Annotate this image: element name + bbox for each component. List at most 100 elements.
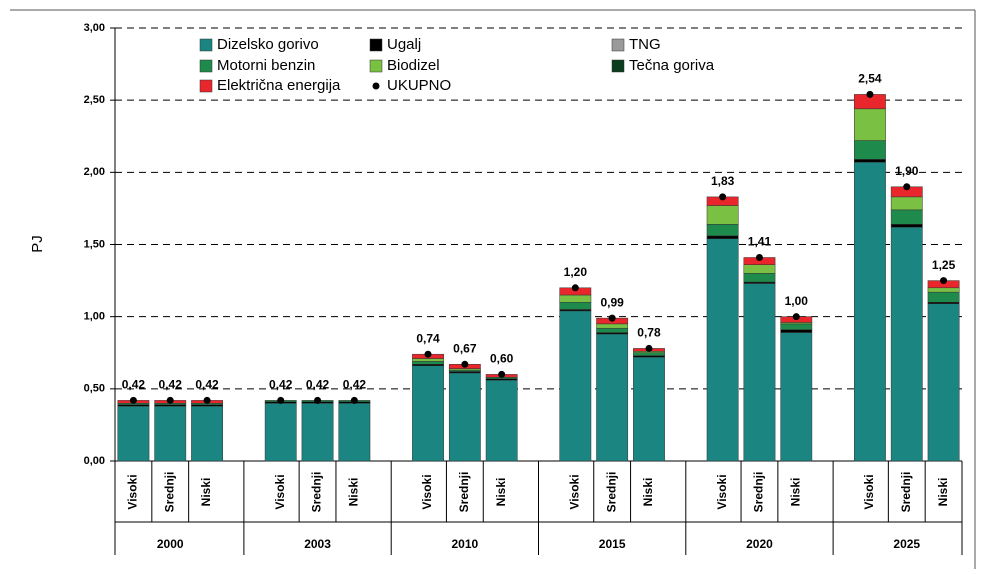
total-marker bbox=[719, 193, 727, 201]
legend-label: TNG bbox=[629, 36, 661, 53]
total-marker bbox=[866, 90, 874, 98]
x-tick-label: Visoki bbox=[126, 474, 140, 509]
bar-segment bbox=[412, 358, 444, 362]
bar-segment bbox=[412, 365, 444, 462]
bar-segment bbox=[154, 405, 187, 462]
bar-segment bbox=[743, 283, 776, 462]
bar-segment bbox=[780, 329, 813, 333]
total-label: 2,54 bbox=[858, 72, 882, 86]
bar-segment bbox=[264, 403, 297, 462]
legend-label: UKUPNO bbox=[387, 77, 451, 94]
x-tick-label: Visoki bbox=[567, 474, 581, 509]
x-tick-label: Niski bbox=[641, 478, 655, 507]
bar-segment bbox=[890, 209, 923, 225]
y-tick-label: 1,50 bbox=[84, 238, 105, 250]
bar-segment bbox=[890, 196, 923, 211]
legend-swatch bbox=[369, 38, 383, 52]
total-marker bbox=[645, 344, 653, 352]
legend-swatch bbox=[199, 59, 213, 73]
bar-segment bbox=[780, 332, 813, 462]
bar-segment bbox=[706, 205, 739, 225]
bar-segment bbox=[854, 108, 886, 141]
total-marker bbox=[166, 396, 174, 404]
x-tick-label: Visoki bbox=[862, 474, 876, 509]
legend-swatch bbox=[611, 59, 625, 73]
bar-segment bbox=[706, 224, 739, 237]
y-tick-label: 1,00 bbox=[84, 311, 105, 323]
legend-label: Električna energija bbox=[217, 77, 341, 94]
total-label: 0,74 bbox=[416, 331, 440, 345]
bar-segment bbox=[191, 405, 223, 462]
bar-segment bbox=[633, 352, 665, 356]
total-label: 0,78 bbox=[637, 326, 661, 340]
total-label: 1,83 bbox=[711, 174, 735, 188]
legend-label: Dizelsko gorivo bbox=[217, 36, 319, 53]
x-tick-label: Visoki bbox=[420, 474, 434, 509]
bar-segment bbox=[117, 405, 150, 462]
x-tick-label: Niski bbox=[347, 478, 361, 507]
x-tick-label: Srednji bbox=[899, 472, 913, 513]
total-label: 0,42 bbox=[343, 378, 367, 392]
total-marker bbox=[755, 253, 763, 261]
bar-segment bbox=[927, 291, 960, 303]
legend-label: Motorni benzin bbox=[217, 57, 315, 74]
total-label: 1,20 bbox=[564, 265, 588, 279]
y-tick-label: 3,00 bbox=[84, 22, 105, 34]
total-label: 1,25 bbox=[932, 258, 956, 272]
total-marker bbox=[792, 313, 800, 321]
y-axis-label: PJ bbox=[29, 235, 46, 253]
bar-segment bbox=[706, 238, 739, 462]
group-label: 2010 bbox=[451, 537, 478, 551]
bar-segment bbox=[743, 273, 776, 283]
x-tick-label: Srednji bbox=[604, 472, 618, 513]
legend-swatch bbox=[369, 59, 383, 73]
total-label: 0,99 bbox=[600, 295, 624, 309]
total-label: 0,42 bbox=[306, 378, 330, 392]
bar-segment bbox=[743, 264, 776, 274]
bar-segment bbox=[559, 294, 592, 303]
legend-swatch bbox=[199, 79, 213, 93]
x-tick-label: Visoki bbox=[715, 474, 729, 509]
bar-segment bbox=[854, 140, 886, 160]
legend-swatch bbox=[611, 38, 625, 52]
bar-segment bbox=[890, 224, 923, 228]
bar-segment bbox=[485, 379, 518, 462]
x-tick-label: Srednji bbox=[310, 472, 324, 513]
total-marker bbox=[903, 183, 911, 191]
total-label: 0,42 bbox=[122, 378, 146, 392]
bar-segment bbox=[448, 372, 481, 462]
total-label: 0,42 bbox=[159, 378, 183, 392]
x-tick-label: Visoki bbox=[273, 474, 287, 509]
x-tick-label: Srednji bbox=[162, 472, 176, 513]
legend-label: Biodizel bbox=[387, 57, 440, 74]
x-tick-label: Niski bbox=[199, 478, 213, 507]
total-marker bbox=[571, 284, 579, 292]
x-tick-label: Niski bbox=[788, 478, 802, 507]
y-tick-label: 0,00 bbox=[84, 455, 105, 467]
total-marker bbox=[129, 396, 137, 404]
group-label: 2000 bbox=[157, 537, 184, 551]
bar-segment bbox=[890, 226, 923, 462]
total-marker bbox=[608, 314, 616, 322]
bar-segment bbox=[854, 159, 886, 163]
total-label: 1,00 bbox=[785, 294, 809, 308]
group-label: 2015 bbox=[599, 537, 626, 551]
total-marker bbox=[498, 370, 506, 378]
total-label: 0,60 bbox=[490, 352, 514, 366]
bar-segment bbox=[927, 303, 960, 462]
legend-label: Tečna goriva bbox=[629, 57, 715, 74]
group-label: 2025 bbox=[893, 537, 920, 551]
total-marker bbox=[203, 396, 211, 404]
total-label: 0,42 bbox=[195, 378, 219, 392]
y-tick-label: 2,50 bbox=[84, 94, 105, 106]
total-label: 0,67 bbox=[453, 341, 477, 355]
bar-segment bbox=[338, 403, 371, 462]
bar-segment bbox=[633, 356, 665, 462]
total-label: 1,90 bbox=[895, 164, 919, 178]
bar-segment bbox=[596, 327, 629, 333]
group-label: 2020 bbox=[746, 537, 773, 551]
y-tick-label: 2,00 bbox=[84, 166, 105, 178]
bar-segment bbox=[596, 323, 629, 329]
bar-segment bbox=[559, 301, 592, 310]
